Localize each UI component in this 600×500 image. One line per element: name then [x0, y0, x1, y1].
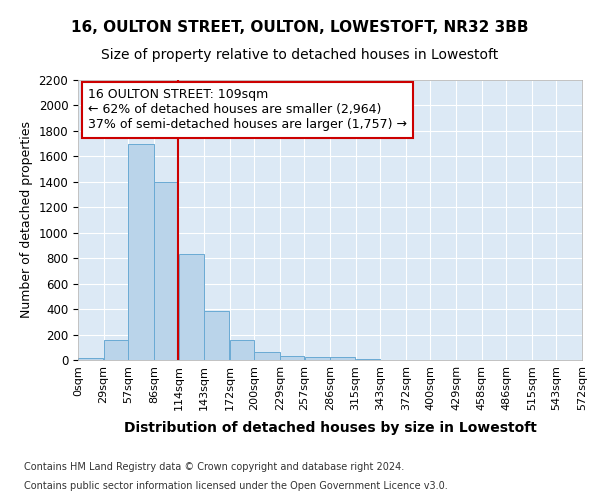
Text: 16, OULTON STREET, OULTON, LOWESTOFT, NR32 3BB: 16, OULTON STREET, OULTON, LOWESTOFT, NR… — [71, 20, 529, 35]
Bar — [254, 352, 280, 360]
Text: Contains public sector information licensed under the Open Government Licence v3: Contains public sector information licen… — [24, 481, 448, 491]
Bar — [104, 340, 128, 360]
Bar — [78, 358, 103, 360]
Bar — [179, 254, 204, 360]
Bar — [230, 340, 254, 360]
Bar — [128, 144, 154, 360]
X-axis label: Distribution of detached houses by size in Lowestoft: Distribution of detached houses by size … — [124, 421, 536, 435]
Bar — [280, 356, 304, 360]
Bar — [204, 311, 229, 360]
Bar — [330, 357, 355, 360]
Bar — [154, 182, 178, 360]
Bar — [305, 357, 330, 360]
Text: 16 OULTON STREET: 109sqm
← 62% of detached houses are smaller (2,964)
37% of sem: 16 OULTON STREET: 109sqm ← 62% of detach… — [88, 88, 407, 132]
Text: Size of property relative to detached houses in Lowestoft: Size of property relative to detached ho… — [101, 48, 499, 62]
Y-axis label: Number of detached properties: Number of detached properties — [20, 122, 33, 318]
Text: Contains HM Land Registry data © Crown copyright and database right 2024.: Contains HM Land Registry data © Crown c… — [24, 462, 404, 472]
